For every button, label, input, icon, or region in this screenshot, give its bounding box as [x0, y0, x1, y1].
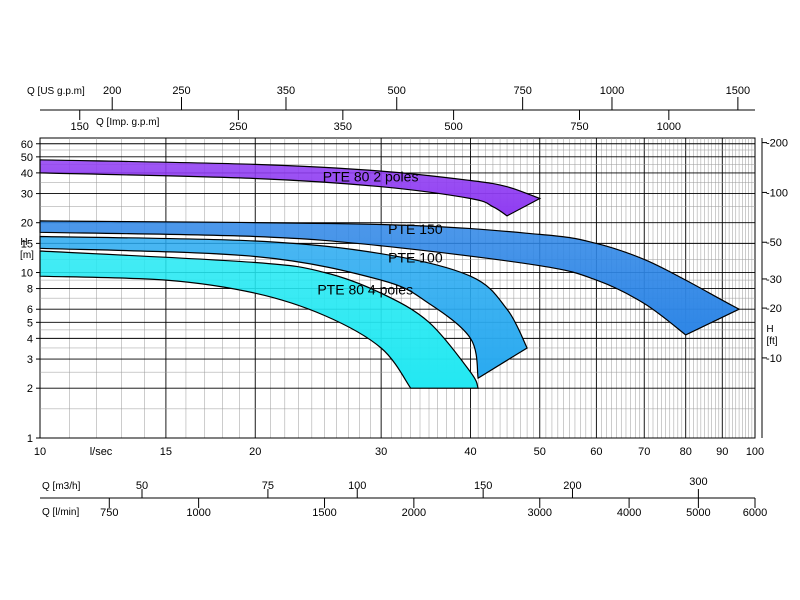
x-tick-label: 15 [160, 446, 172, 458]
top-imp-axis-label: Q [Imp. g.p.m] [96, 117, 160, 128]
m3h-tick-label: 75 [262, 480, 274, 492]
top-us-tick-label: 350 [277, 85, 295, 97]
m3h-tick-label: 50 [136, 480, 148, 492]
lmin-tick-label: 2000 [402, 507, 426, 519]
y-right-label-h: H [766, 324, 773, 335]
y-left-tick-label: 3 [27, 354, 33, 366]
lmin-tick-label: 4000 [617, 507, 641, 519]
lmin-tick-label: 6000 [743, 507, 767, 519]
y-left-tick-label: 1 [27, 433, 33, 445]
x-tick-label: 70 [638, 446, 650, 458]
lmin-axis-label: Q [l/min] [42, 507, 79, 518]
y-left-tick-label: 60 [21, 139, 33, 151]
band-pte-150 [39, 220, 741, 336]
y-right-tick-label: -100 [766, 187, 788, 199]
y-right-tick-label: -20 [766, 303, 782, 315]
x-tick-label: 50 [534, 446, 546, 458]
x-tick-label: 30 [375, 446, 387, 458]
x-tick-label: 80 [680, 446, 692, 458]
top-us-tick-label: 1000 [600, 85, 624, 97]
top-imp-tick-label: 1000 [657, 121, 681, 133]
y-left-tick-label: 15 [21, 238, 33, 250]
curve-bands [39, 159, 741, 389]
band-pte-80-2-poles [39, 159, 542, 217]
x-tick-label: 40 [464, 446, 476, 458]
y-left-tick-label: 40 [21, 168, 33, 180]
top-imp-tick-label: 350 [334, 121, 352, 133]
y-left-label-unit: [m] [20, 250, 34, 261]
top-us-tick-label: 1500 [726, 85, 750, 97]
y-right-tick-label: -30 [766, 274, 782, 286]
top-imp-tick-label: 250 [229, 121, 247, 133]
m3h-tick-label: 200 [563, 480, 581, 492]
top-us-tick-label: 250 [172, 85, 190, 97]
x-tick-label: 60 [590, 446, 602, 458]
lmin-tick-label: 3000 [528, 507, 552, 519]
x-tick-label: 100 [746, 446, 764, 458]
y-left-tick-label: 4 [27, 333, 33, 345]
curve-label-pte-80-2-poles: PTE 80 2 poles [323, 169, 419, 185]
top-us-tick-label: 200 [103, 85, 121, 97]
y-left-tick-label: 8 [27, 284, 33, 296]
y-left-tick-label: 10 [21, 268, 33, 280]
lmin-tick-label: 750 [100, 507, 118, 519]
y-left-tick-label: 5 [27, 317, 33, 329]
m3h-tick-label: 300 [689, 476, 707, 488]
band-pte-100 [39, 235, 528, 380]
x-tick-label: 10 [34, 446, 46, 458]
top-imp-tick-label: 150 [71, 121, 89, 133]
y-left-label-h: H [20, 237, 27, 248]
m3h-tick-label: 100 [348, 480, 366, 492]
lmin-tick-label: 1000 [186, 507, 210, 519]
y-right-label-unit: [ft] [766, 336, 777, 347]
x-tick-label: 20 [249, 446, 261, 458]
m3h-axis-label: Q [m3/h] [42, 481, 81, 492]
chart-text: PTE 80 2 poles PTE 150 PTE 100 PTE 80 4 pol… [20, 85, 788, 519]
y-left-tick-label: 6 [27, 304, 33, 316]
y-right-tick-label: -200 [766, 138, 788, 150]
m3h-tick-label: 150 [474, 480, 492, 492]
y-left-tick-label: 30 [21, 189, 33, 201]
top-imp-tick-label: 750 [570, 121, 588, 133]
curve-label-pte-100: PTE 100 [388, 250, 443, 266]
top-us-axis-label: Q [US g.p.m] [27, 86, 85, 97]
x-unit-label: l/sec [90, 446, 113, 458]
lmin-tick-label: 5000 [686, 507, 710, 519]
x-tick-label: 90 [716, 446, 728, 458]
y-right-tick-label: -50 [766, 237, 782, 249]
top-us-tick-label: 500 [388, 85, 406, 97]
y-left-tick-label: 50 [21, 152, 33, 164]
curve-label-pte-150: PTE 150 [388, 221, 443, 237]
axes [36, 97, 767, 508]
y-left-tick-label: 2 [27, 383, 33, 395]
y-right-tick-label: -10 [766, 353, 782, 365]
top-imp-tick-label: 500 [444, 121, 462, 133]
curve-label-pte-80-4-poles: PTE 80 4 poles [317, 281, 413, 297]
band-pte-80-4-poles [39, 250, 480, 389]
top-us-tick-label: 750 [513, 85, 531, 97]
y-left-tick-label: 20 [21, 218, 33, 230]
lmin-tick-label: 1500 [312, 507, 336, 519]
